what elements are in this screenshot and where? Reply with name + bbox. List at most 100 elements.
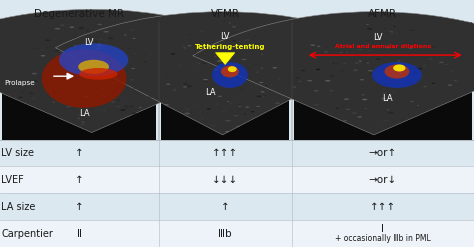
Ellipse shape <box>244 29 247 31</box>
Bar <box>0 193 474 220</box>
Ellipse shape <box>60 24 64 26</box>
Ellipse shape <box>32 73 37 75</box>
Ellipse shape <box>365 61 369 62</box>
Ellipse shape <box>113 82 116 83</box>
Ellipse shape <box>78 47 82 48</box>
Bar <box>0 166 474 193</box>
Ellipse shape <box>359 108 361 109</box>
Ellipse shape <box>233 23 235 24</box>
Ellipse shape <box>393 26 396 27</box>
Ellipse shape <box>99 43 100 44</box>
Ellipse shape <box>48 76 53 78</box>
Ellipse shape <box>110 73 115 75</box>
Bar <box>294 22 472 140</box>
Ellipse shape <box>207 108 211 110</box>
Ellipse shape <box>82 87 86 88</box>
Text: + occasionally Ⅲb in PML: + occasionally Ⅲb in PML <box>335 234 431 243</box>
Ellipse shape <box>128 48 130 49</box>
Ellipse shape <box>362 99 367 100</box>
Ellipse shape <box>100 39 102 40</box>
Ellipse shape <box>344 98 349 100</box>
Ellipse shape <box>383 120 388 122</box>
Text: →or↑: →or↑ <box>369 148 397 158</box>
Ellipse shape <box>80 103 83 104</box>
Ellipse shape <box>71 96 73 97</box>
Ellipse shape <box>132 113 137 114</box>
Text: ↓↓↓: ↓↓↓ <box>212 175 238 185</box>
Ellipse shape <box>105 87 109 89</box>
Ellipse shape <box>139 107 142 108</box>
Ellipse shape <box>409 48 413 49</box>
Ellipse shape <box>33 47 38 49</box>
Ellipse shape <box>292 89 296 91</box>
Ellipse shape <box>227 101 229 102</box>
Ellipse shape <box>366 24 369 25</box>
Text: ↑: ↑ <box>221 202 229 212</box>
Ellipse shape <box>183 47 186 48</box>
Ellipse shape <box>365 61 367 62</box>
Ellipse shape <box>109 38 113 39</box>
Ellipse shape <box>454 81 457 82</box>
Ellipse shape <box>246 53 247 54</box>
Text: LA: LA <box>382 94 393 103</box>
Ellipse shape <box>100 96 105 97</box>
Ellipse shape <box>187 85 192 87</box>
Ellipse shape <box>246 28 249 29</box>
Text: Ⅰ: Ⅰ <box>381 224 384 234</box>
Ellipse shape <box>79 68 118 80</box>
Ellipse shape <box>59 90 62 91</box>
Text: Ⅱ: Ⅱ <box>77 228 82 239</box>
Ellipse shape <box>237 126 240 127</box>
Ellipse shape <box>217 45 220 46</box>
Ellipse shape <box>358 49 362 50</box>
Ellipse shape <box>372 62 422 88</box>
Ellipse shape <box>147 96 152 98</box>
Ellipse shape <box>371 63 373 64</box>
Ellipse shape <box>101 88 105 90</box>
Wedge shape <box>55 12 390 135</box>
Ellipse shape <box>97 24 102 25</box>
Ellipse shape <box>137 53 141 54</box>
Ellipse shape <box>410 101 414 102</box>
Ellipse shape <box>329 75 334 77</box>
Ellipse shape <box>232 40 237 42</box>
Bar <box>0 220 474 247</box>
Ellipse shape <box>369 50 371 51</box>
Ellipse shape <box>310 44 315 46</box>
Ellipse shape <box>129 79 134 81</box>
Ellipse shape <box>96 44 101 46</box>
Ellipse shape <box>183 86 187 87</box>
Ellipse shape <box>335 107 339 109</box>
Ellipse shape <box>66 72 69 73</box>
Ellipse shape <box>357 116 362 118</box>
Ellipse shape <box>314 90 319 92</box>
Ellipse shape <box>301 92 304 93</box>
Ellipse shape <box>264 99 267 100</box>
Ellipse shape <box>193 92 195 93</box>
Ellipse shape <box>229 64 235 66</box>
Ellipse shape <box>215 61 219 62</box>
Ellipse shape <box>73 37 76 38</box>
Ellipse shape <box>111 72 115 73</box>
Ellipse shape <box>292 86 296 88</box>
Text: Prolapse: Prolapse <box>5 80 36 86</box>
Ellipse shape <box>127 84 129 85</box>
Ellipse shape <box>376 120 378 121</box>
Ellipse shape <box>56 114 58 115</box>
Text: Carpentier: Carpentier <box>1 228 53 239</box>
Ellipse shape <box>21 82 25 83</box>
Ellipse shape <box>173 90 176 91</box>
Ellipse shape <box>115 96 118 97</box>
Ellipse shape <box>225 120 230 122</box>
Ellipse shape <box>241 59 246 60</box>
Ellipse shape <box>298 81 301 82</box>
Ellipse shape <box>399 82 400 83</box>
Ellipse shape <box>195 62 197 63</box>
Ellipse shape <box>221 66 239 77</box>
Ellipse shape <box>31 83 35 84</box>
Ellipse shape <box>263 95 266 97</box>
Ellipse shape <box>278 79 282 80</box>
Ellipse shape <box>76 115 82 116</box>
Ellipse shape <box>259 82 264 83</box>
Ellipse shape <box>355 54 360 56</box>
